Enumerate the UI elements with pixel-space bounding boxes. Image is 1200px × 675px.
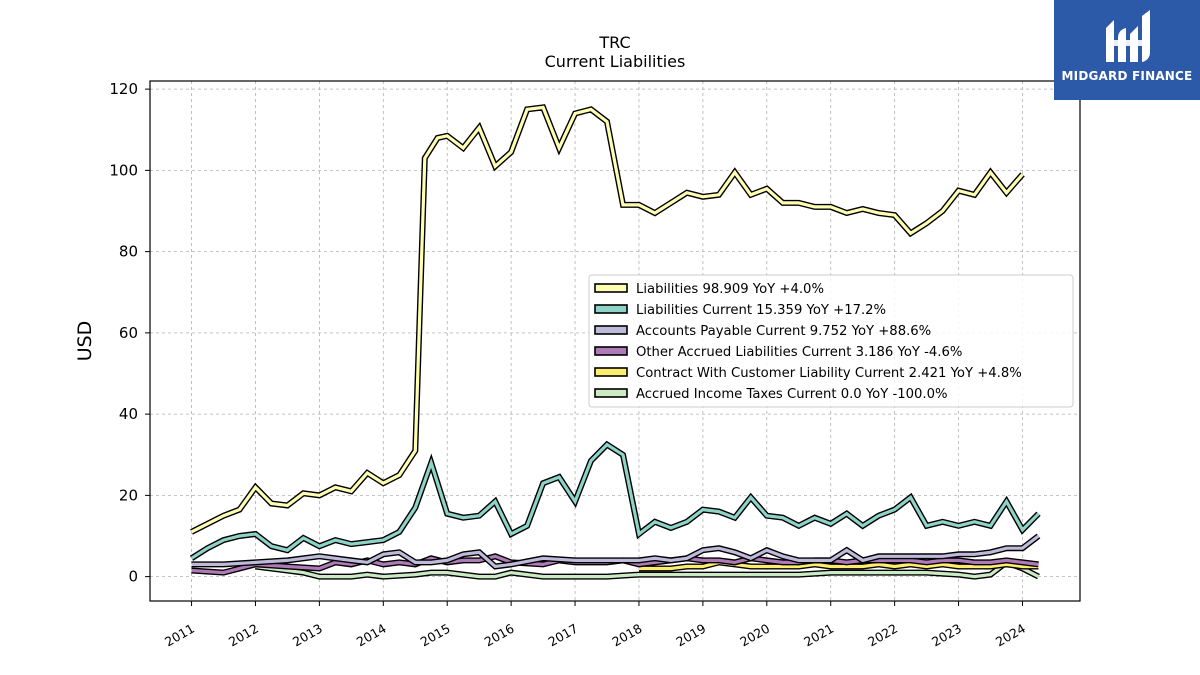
plot-area (189, 104, 1041, 580)
series-line (190, 442, 1040, 560)
series-line (190, 105, 1024, 534)
series-line (255, 560, 1040, 579)
y-tick-label: 80 (119, 243, 138, 261)
legend: Liabilities 98.909 YoY +4.0% Liabilities … (588, 274, 1074, 408)
series-line (191, 534, 1040, 569)
x-tick-label: 2017 (546, 621, 581, 650)
x-tick-label: 2023 (929, 621, 964, 650)
y-tick-label: 100 (109, 161, 138, 179)
legend-entry: Liabilities 98.909 YoY +4.0% (636, 282, 824, 297)
legend-swatch (594, 304, 628, 314)
y-tick-label: 120 (109, 80, 138, 98)
x-tick-label: 2015 (418, 621, 453, 650)
legend-swatch (594, 367, 628, 377)
y-tick-label: 40 (119, 405, 138, 423)
midgard-finance-logo: MIDGARD FINANCE (1054, 0, 1200, 100)
logo-text: MIDGARD FINANCE (1061, 69, 1193, 83)
x-tick-label: 2024 (993, 621, 1028, 650)
series-5 (255, 559, 1040, 580)
legend-entry: Liabilities Current 15.359 YoY +17.2% (636, 303, 886, 318)
legend-swatch (594, 346, 628, 356)
y-axis-label: USD (74, 321, 96, 362)
series-2 (191, 533, 1041, 570)
chart-subtitle: Current Liabilities (545, 52, 686, 71)
legend-swatch (594, 283, 628, 293)
y-tick-label: 0 (128, 568, 138, 586)
x-tick-label: 2016 (482, 621, 517, 650)
logo-mark-icon (1106, 10, 1150, 62)
legend-entry: Accrued Income Taxes Current 0.0 YoY -10… (636, 387, 948, 402)
legend-box (588, 274, 1074, 408)
legend-entry: Other Accrued Liabilities Current 3.186 … (636, 345, 962, 360)
legend-swatch (594, 325, 628, 335)
legend-entry: Contract With Customer Liability Current… (636, 366, 1022, 381)
plot-frame (149, 80, 1081, 602)
legend-swatch (594, 388, 628, 398)
y-axis: 0 20 40 60 80 100 120 (109, 80, 150, 586)
x-tick-label: 2012 (226, 621, 261, 650)
chart-title: TRC (598, 33, 630, 52)
x-tick-label: 2021 (801, 621, 836, 650)
y-tick-label: 60 (119, 324, 138, 342)
x-tick-label: 2022 (865, 621, 900, 650)
x-tick-label: 2019 (673, 621, 708, 650)
legend-entry: Accounts Payable Current 9.752 YoY +88.6… (636, 324, 931, 339)
x-tick-label: 2013 (290, 621, 325, 650)
x-axis: 2011 2012 2013 2014 2015 2016 2017 2018 2019 2020… (162, 601, 1028, 650)
x-tick-label: 2014 (354, 621, 389, 650)
x-tick-label: 2020 (737, 621, 772, 650)
y-tick-label: 20 (119, 486, 138, 504)
x-tick-label: 2011 (162, 621, 197, 650)
series-0 (190, 104, 1025, 535)
series-1 (189, 440, 1041, 561)
x-tick-label: 2018 (609, 621, 644, 650)
